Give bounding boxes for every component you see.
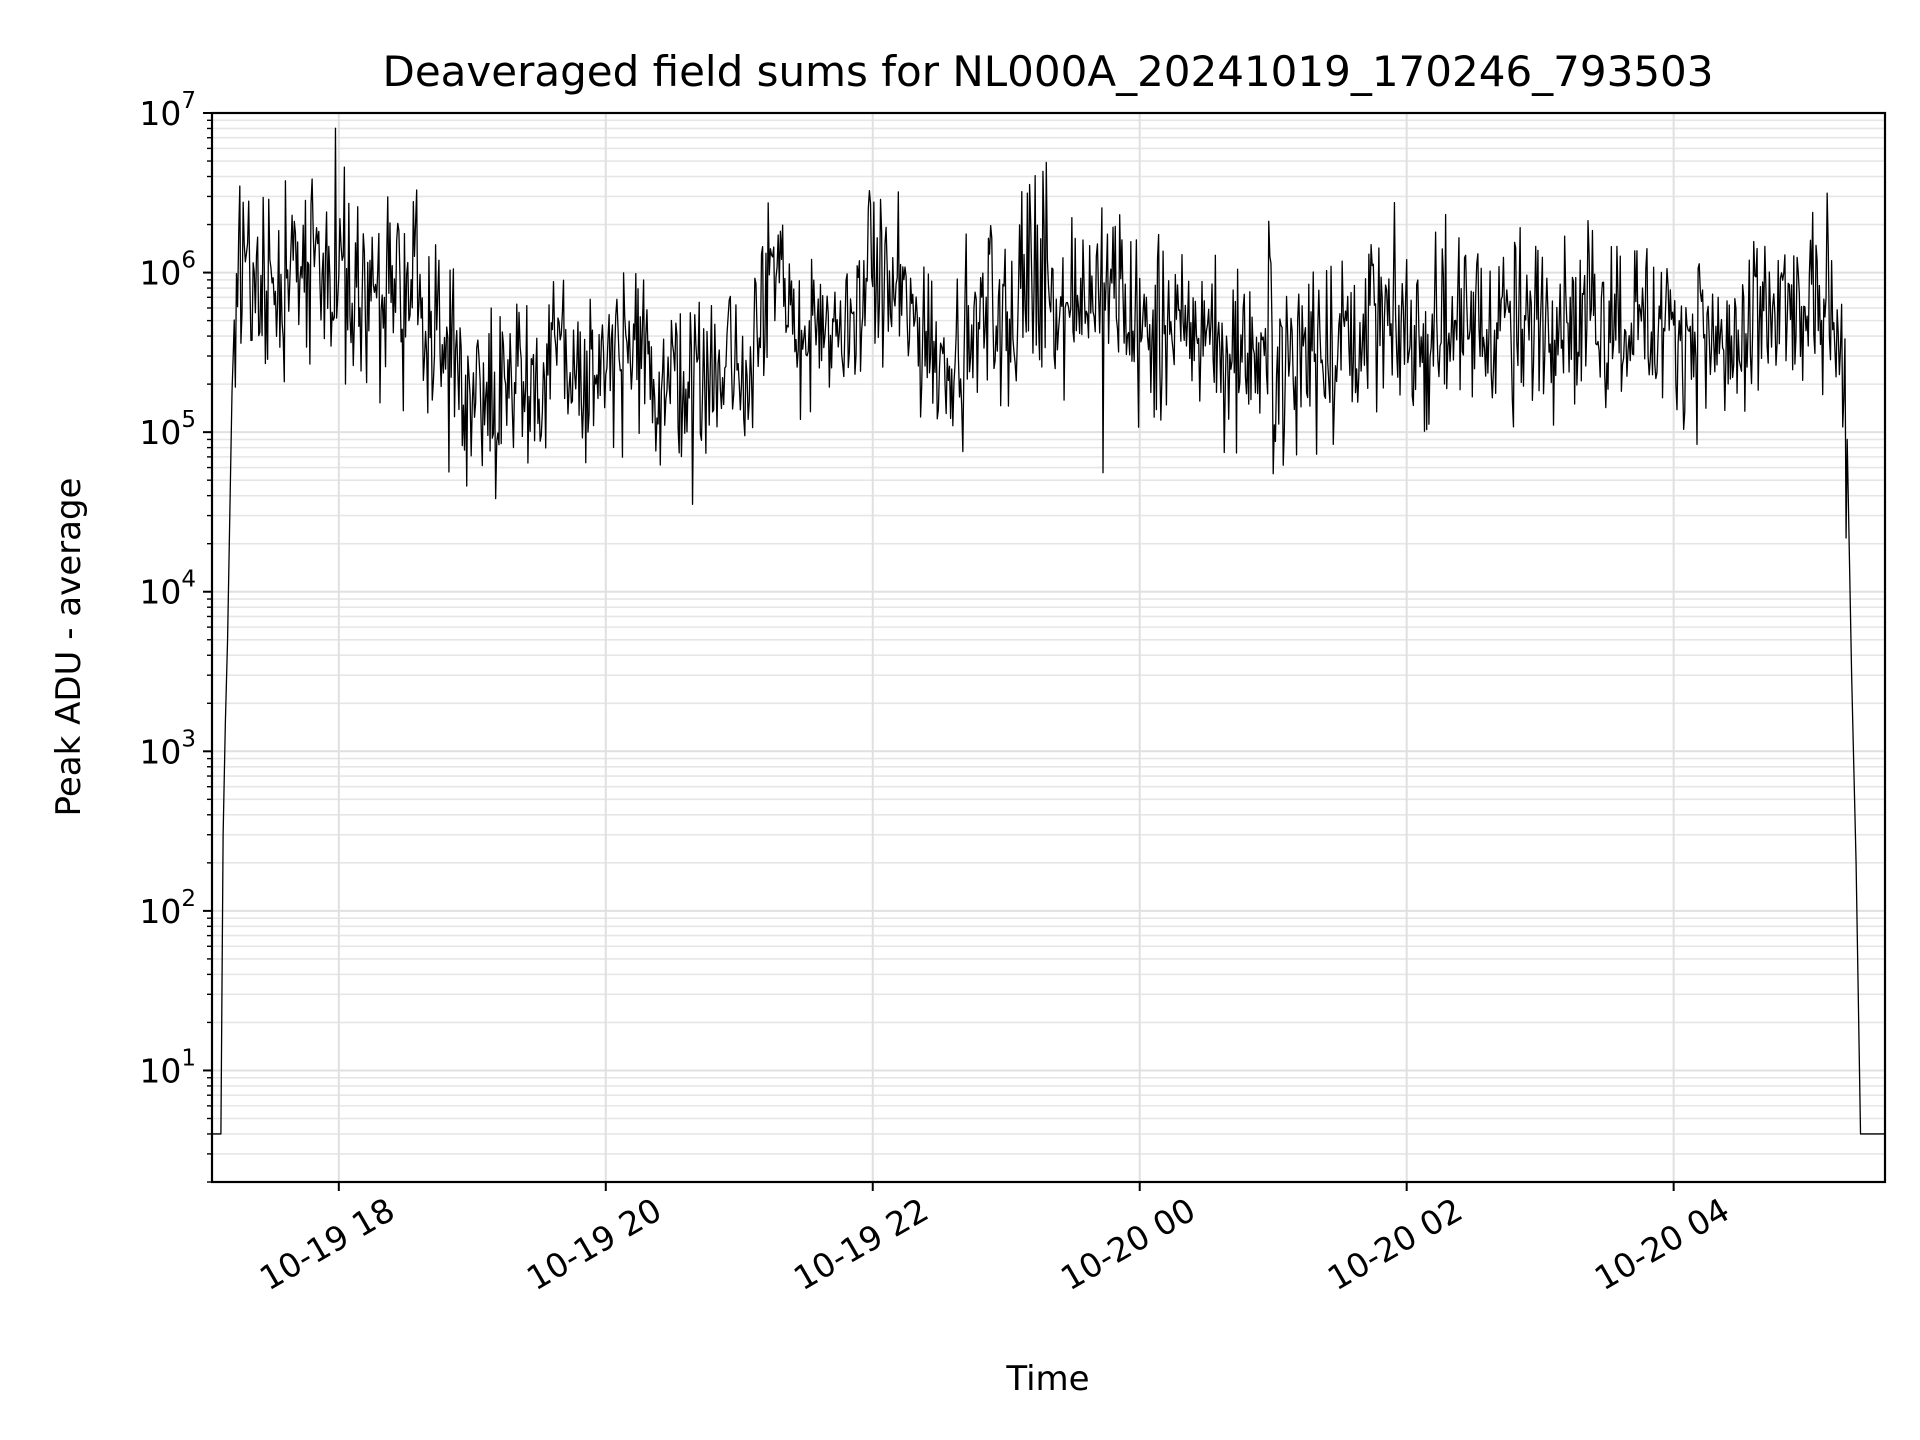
y-tick-label: 106 bbox=[139, 248, 196, 293]
plot-frame bbox=[210, 111, 1887, 1184]
y-tick-label: 103 bbox=[139, 726, 196, 771]
y-tick-label: 105 bbox=[139, 407, 196, 452]
x-axis-label: Time bbox=[1005, 1359, 1089, 1399]
series-layer bbox=[212, 127, 1885, 1135]
y-axis-label: Peak ADU - average bbox=[49, 478, 89, 817]
y-tick-label: 104 bbox=[139, 567, 196, 612]
y-tick-label: 101 bbox=[139, 1045, 196, 1090]
y-tick-label: 102 bbox=[139, 886, 196, 931]
chart-title: Deaveraged field sums for NL000A_2024101… bbox=[383, 47, 1714, 96]
y-tick-label: 107 bbox=[139, 88, 196, 133]
series-line bbox=[212, 127, 1885, 1135]
